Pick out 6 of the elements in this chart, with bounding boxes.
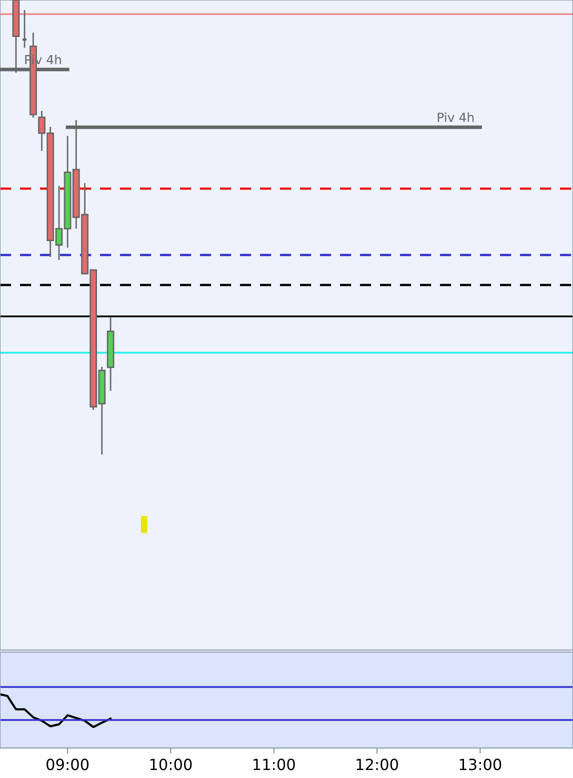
x-tick-label: 10:00 bbox=[150, 758, 192, 770]
x-tick-label: 09:00 bbox=[46, 758, 89, 770]
x-tick-label: 13:00 bbox=[460, 758, 502, 770]
x-tick-label: 11:00 bbox=[254, 758, 295, 770]
series-label: Piv 4h bbox=[438, 112, 474, 122]
x-tick-label: 12:00 bbox=[356, 758, 398, 770]
